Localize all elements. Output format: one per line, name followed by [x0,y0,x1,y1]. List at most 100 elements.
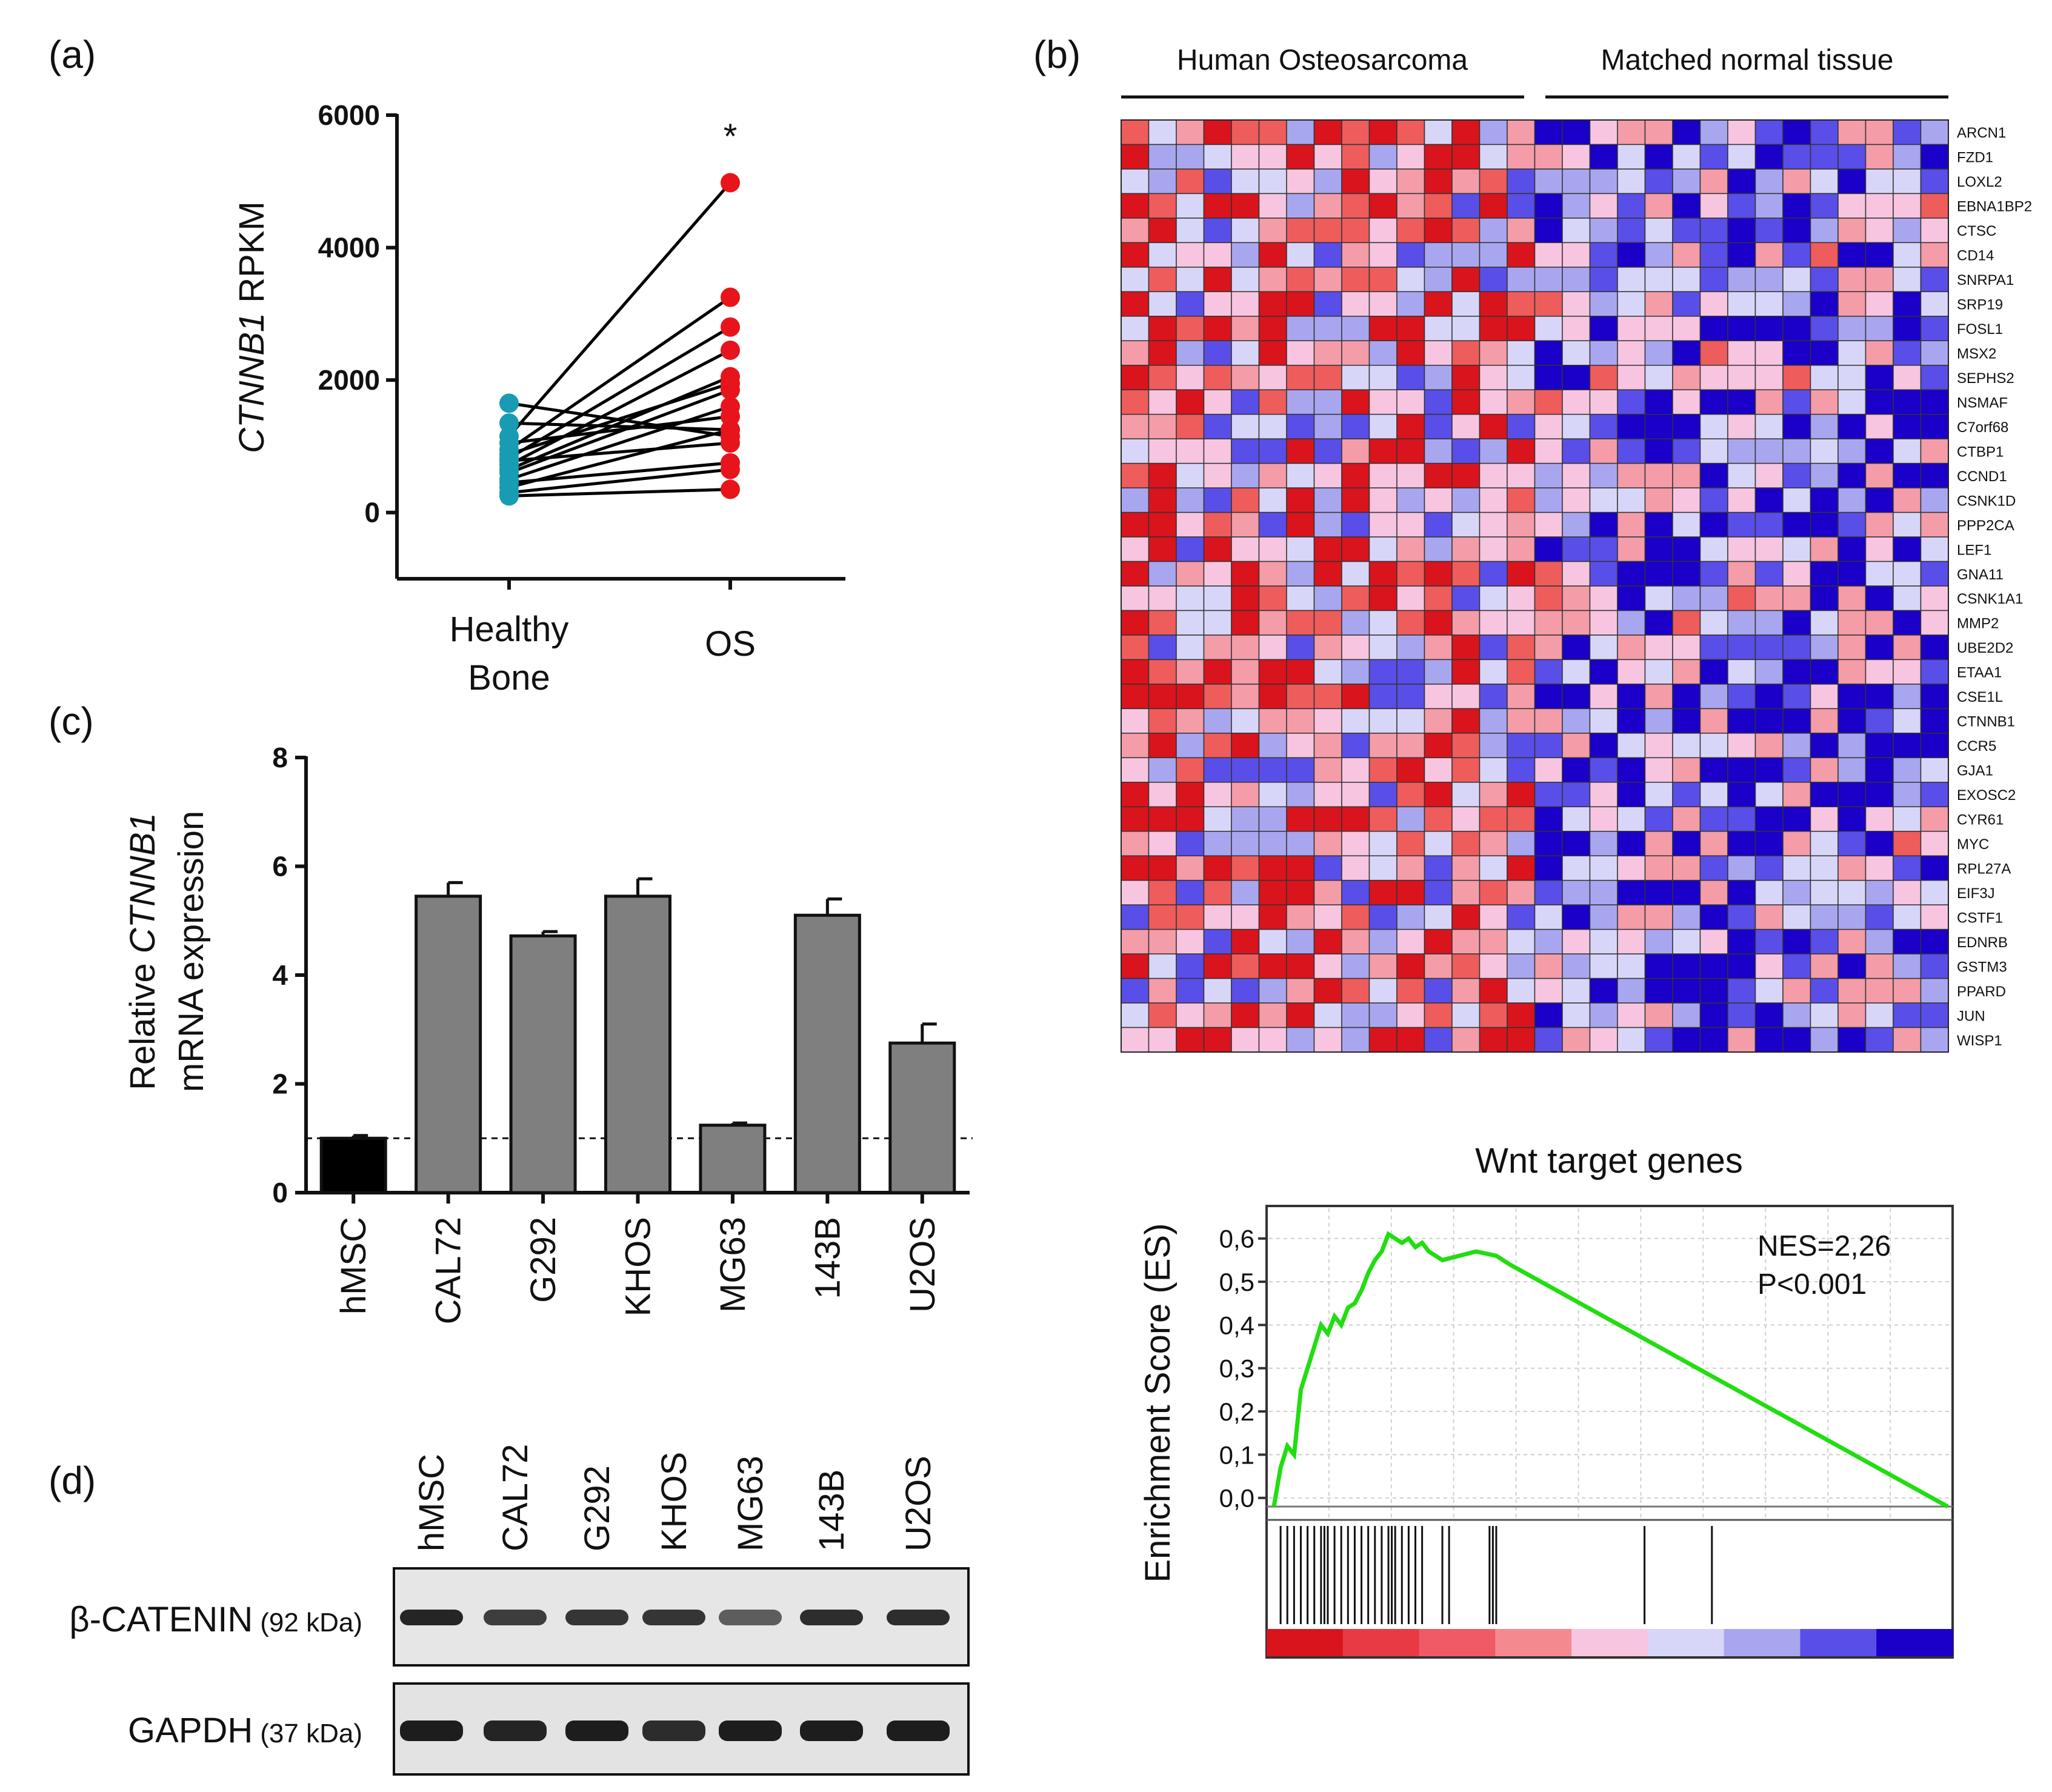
heatmap-cell [1258,168,1287,195]
heatmap-cell [1341,242,1370,268]
heatmap-cell [1865,144,1894,170]
heatmap-cell [1644,364,1673,390]
heatmap-cell [1341,830,1370,856]
heatmap-cell [1258,561,1287,587]
heatmap-cell [1727,879,1756,905]
heatmap-cell [1203,879,1232,905]
heatmap-cell [1672,462,1701,488]
heatmap-cell [1451,610,1481,636]
heatmap-cell [1727,659,1756,685]
heatmap-cell [1313,316,1342,342]
heatmap-cell [1313,413,1342,439]
heatmap-gene-label: PPP2CA [1957,518,2014,534]
heatmap-cell [1699,953,1728,979]
heatmap-cell [1644,119,1673,145]
heatmap-cell [1727,438,1756,464]
heatmap-cell [1644,438,1673,464]
heatmap-cell [1396,193,1425,219]
heatmap-cell [1672,1002,1701,1028]
heatmap-cell [1313,928,1342,954]
heatmap-cell [1589,659,1618,685]
panel-c-bar-chart: 0 2 4 6 8 hMSC CAL72 G292 KHOS MG63 143B U2OS Rela… [123,742,973,1324]
heatmap-cell [1699,585,1728,611]
heatmap-cell [1313,782,1342,808]
heatmap-cell [1176,511,1205,538]
heatmap-cell [1589,610,1618,636]
heatmap-cell [1644,1002,1673,1028]
heatmap-cell [1810,708,1839,734]
heatmap-cell [1893,413,1922,439]
heatmap-cell [1865,1027,1894,1053]
heatmap-cell [1507,928,1536,954]
heatmap-cell [1893,610,1922,636]
heatmap-cell [1313,904,1342,930]
panel-a-point-os [721,420,740,440]
heatmap-cell [1534,928,1563,954]
heatmap-cell [1865,316,1894,342]
western-blot-bands [400,1610,950,1741]
heatmap-cell [1644,733,1673,759]
panel-c-y-tick-label: 4 [272,959,288,991]
heatmap-cell [1534,610,1563,636]
heatmap-cell [1203,684,1232,710]
heatmap-cell [1754,536,1784,562]
heatmap-cell [1313,806,1342,832]
heatmap-cell [1534,708,1563,734]
heatmap-cell [1644,168,1673,195]
heatmap-cell [1865,830,1894,856]
gsea-title: Wnt target genes [1475,1141,1743,1181]
heatmap-cell [1121,635,1150,661]
heatmap-cell [1121,267,1150,293]
heatmap-cell [1203,511,1232,538]
heatmap-cell [1617,242,1646,268]
panel-d-western-blot: hMSC CAL72 G292 KHOS MG63 143B U2OS β-CATENIN(… [69,1444,970,1776]
heatmap-cell [1176,585,1205,611]
heatmap-cell [1258,413,1287,439]
heatmap-cell [1893,316,1922,342]
heatmap-cell [1231,316,1260,342]
heatmap-cell [1644,218,1673,244]
heatmap-cell [1507,340,1536,366]
heatmap-cell [1589,757,1618,783]
heatmap-cell [1837,782,1867,808]
heatmap-cell [1148,561,1177,587]
heatmap-gene-label: GJA1 [1957,763,1993,779]
heatmap-cell [1368,144,1397,170]
heatmap-cell [1368,684,1397,710]
heatmap-cell [1479,193,1508,219]
heatmap-cell [1368,659,1397,685]
heatmap-cell [1754,511,1784,538]
blot-band [642,1610,705,1625]
heatmap-cell [1479,879,1508,905]
blot-band [887,1720,950,1741]
heatmap-cell [1368,168,1397,195]
panel-c-category-label: KHOS [619,1217,658,1316]
heatmap-cell [1176,953,1205,979]
heatmap-cell [1754,585,1784,611]
heatmap-cell [1782,782,1811,808]
heatmap-cell [1782,340,1811,366]
heatmap-cell [1562,806,1591,832]
heatmap-cell [1286,978,1315,1004]
heatmap-cell [1672,879,1701,905]
heatmap-cell [1699,684,1728,710]
heatmap-cell [1782,218,1811,244]
heatmap-cell [1368,708,1397,734]
heatmap-gene-label: CTSC [1957,223,1996,239]
heatmap-cell [1589,144,1618,170]
heatmap-cell [1148,144,1177,170]
heatmap-cell [1534,438,1563,464]
heatmap-cell [1589,585,1618,611]
heatmap-cell [1286,364,1315,390]
heatmap-cell [1534,806,1563,832]
heatmap-cell [1424,782,1453,808]
heatmap-cell [1396,904,1425,930]
heatmap-cell [1148,806,1177,832]
heatmap-cell [1176,830,1205,856]
heatmap-cell [1617,855,1646,881]
heatmap-cell [1507,536,1536,562]
heatmap-cell [1589,830,1618,856]
blot-kda-gapdh: (37 kDa) [260,1719,362,1748]
heatmap-cell [1424,389,1453,415]
heatmap-cell [1672,928,1701,954]
